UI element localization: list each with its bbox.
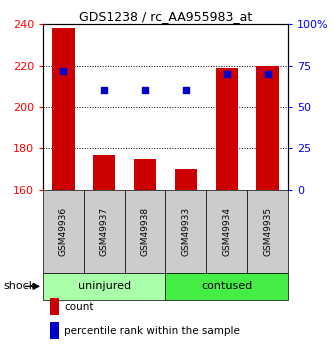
Text: GSM49938: GSM49938 [141,207,150,256]
Bar [256,66,279,190]
Text: percentile rank within the sample: percentile rank within the sample [64,326,240,336]
Point [102,88,107,93]
Bar [84,190,125,273]
Bar [175,169,197,190]
Text: contused: contused [201,282,252,291]
Text: GSM49933: GSM49933 [181,207,190,256]
Point [61,68,66,73]
Bar [166,190,206,273]
Bar [215,68,238,190]
Bar [125,190,166,273]
Point [183,88,189,93]
Bar [50,322,59,339]
Bar [43,190,84,273]
Text: count: count [64,302,94,312]
Point [142,88,148,93]
Bar [50,298,59,315]
Bar [93,155,116,190]
Bar [43,273,166,300]
Point [224,71,229,77]
Text: GSM49936: GSM49936 [59,207,68,256]
Bar [166,273,288,300]
Bar [206,190,247,273]
Text: GSM49934: GSM49934 [222,207,231,256]
Text: GSM49937: GSM49937 [100,207,109,256]
Bar [247,190,288,273]
Bar [52,28,75,190]
Title: GDS1238 / rc_AA955983_at: GDS1238 / rc_AA955983_at [79,10,252,23]
Text: shock: shock [3,282,35,291]
Text: GSM49935: GSM49935 [263,207,272,256]
Point [265,71,270,77]
Bar [134,159,156,190]
Text: uninjured: uninjured [78,282,131,291]
